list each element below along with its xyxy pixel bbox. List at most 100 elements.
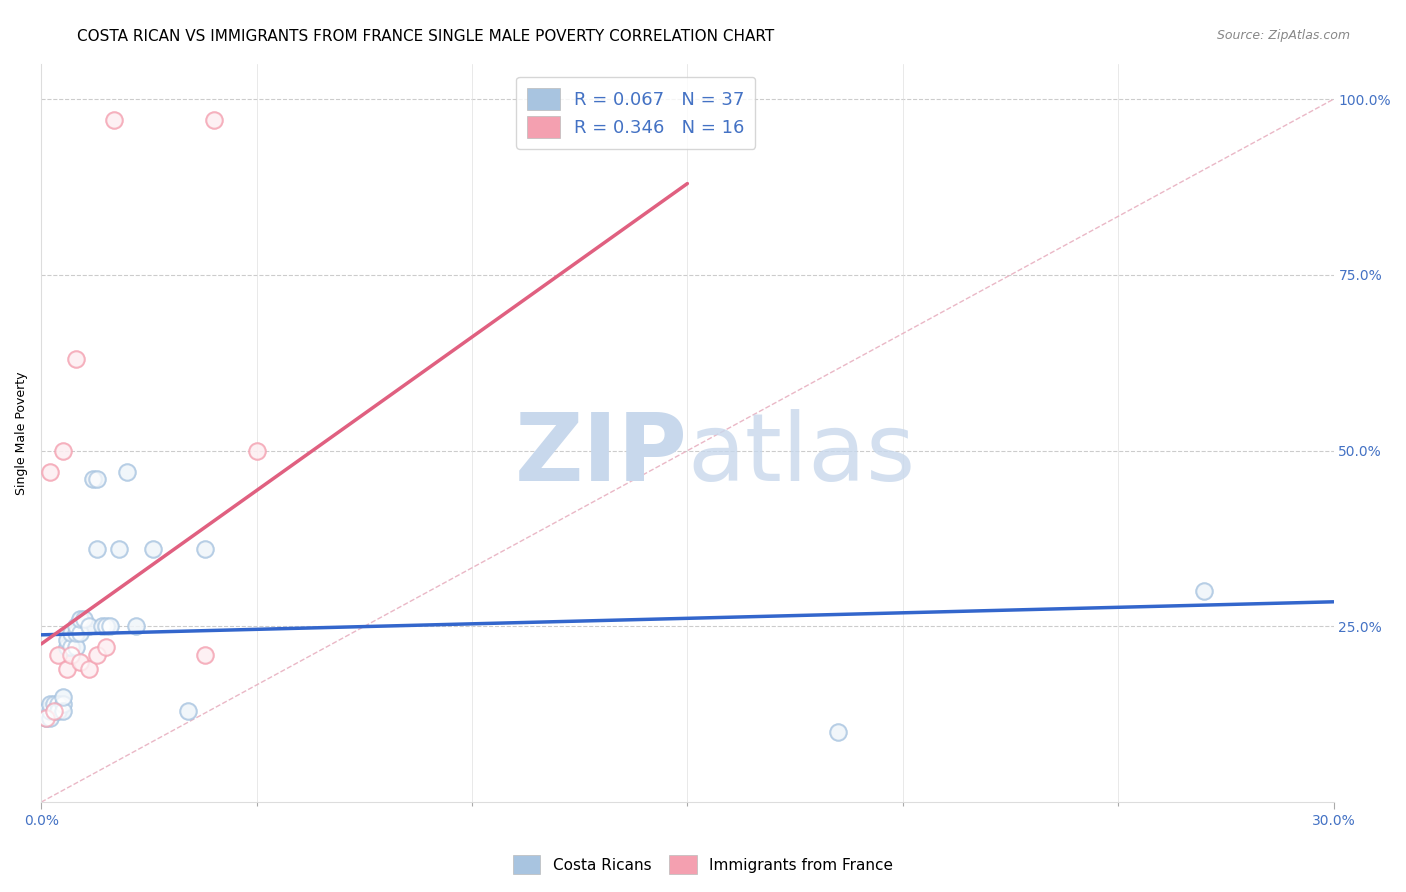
Point bbox=[48, 704, 70, 718]
Point bbox=[94, 640, 117, 655]
Point bbox=[52, 690, 75, 704]
Point bbox=[117, 465, 139, 479]
Point bbox=[202, 113, 225, 128]
Point bbox=[86, 472, 108, 486]
Point bbox=[65, 619, 87, 633]
Point bbox=[38, 704, 60, 718]
Point bbox=[73, 612, 96, 626]
Point bbox=[69, 612, 91, 626]
Point bbox=[77, 662, 100, 676]
Legend: R = 0.067   N = 37, R = 0.346   N = 16: R = 0.067 N = 37, R = 0.346 N = 16 bbox=[516, 77, 755, 149]
Point bbox=[52, 443, 75, 458]
Point bbox=[56, 640, 79, 655]
Point bbox=[194, 648, 217, 662]
Point bbox=[42, 704, 65, 718]
Point bbox=[42, 697, 65, 711]
Point bbox=[125, 619, 148, 633]
Point bbox=[34, 711, 56, 725]
Point bbox=[60, 640, 83, 655]
Point bbox=[65, 640, 87, 655]
Point bbox=[194, 542, 217, 557]
Point bbox=[142, 542, 165, 557]
Point bbox=[38, 711, 60, 725]
Point bbox=[65, 352, 87, 367]
Point bbox=[107, 542, 129, 557]
Point bbox=[827, 724, 849, 739]
Point bbox=[94, 640, 117, 655]
Text: COSTA RICAN VS IMMIGRANTS FROM FRANCE SINGLE MALE POVERTY CORRELATION CHART: COSTA RICAN VS IMMIGRANTS FROM FRANCE SI… bbox=[77, 29, 775, 44]
Point bbox=[125, 619, 148, 633]
Text: Source: ZipAtlas.com: Source: ZipAtlas.com bbox=[1216, 29, 1350, 42]
Point bbox=[48, 697, 70, 711]
Point bbox=[98, 619, 121, 633]
Point bbox=[69, 626, 91, 640]
Point bbox=[77, 662, 100, 676]
Point bbox=[194, 542, 217, 557]
Point bbox=[42, 704, 65, 718]
Point bbox=[65, 626, 87, 640]
Point bbox=[69, 612, 91, 626]
Point bbox=[73, 612, 96, 626]
Point bbox=[38, 704, 60, 718]
Point bbox=[82, 472, 104, 486]
Point bbox=[52, 704, 75, 718]
Point bbox=[86, 472, 108, 486]
Point bbox=[42, 704, 65, 718]
Point bbox=[60, 626, 83, 640]
Point bbox=[52, 697, 75, 711]
Point bbox=[1194, 584, 1216, 599]
Point bbox=[117, 465, 139, 479]
Point bbox=[56, 662, 79, 676]
Point bbox=[52, 697, 75, 711]
Point bbox=[77, 619, 100, 633]
Point bbox=[38, 697, 60, 711]
Point bbox=[38, 697, 60, 711]
Point bbox=[69, 626, 91, 640]
Point bbox=[60, 626, 83, 640]
Point bbox=[82, 472, 104, 486]
Point bbox=[86, 542, 108, 557]
Text: atlas: atlas bbox=[688, 409, 915, 501]
Point bbox=[42, 704, 65, 718]
Point bbox=[103, 113, 125, 128]
Point bbox=[827, 724, 849, 739]
Point bbox=[60, 648, 83, 662]
Point bbox=[98, 619, 121, 633]
Point bbox=[86, 648, 108, 662]
Point bbox=[48, 704, 70, 718]
Point bbox=[77, 619, 100, 633]
Point bbox=[34, 711, 56, 725]
Legend: Costa Ricans, Immigrants from France: Costa Ricans, Immigrants from France bbox=[506, 849, 900, 880]
Point bbox=[34, 704, 56, 718]
Point bbox=[52, 690, 75, 704]
Point bbox=[69, 655, 91, 669]
Point bbox=[1194, 584, 1216, 599]
Point bbox=[42, 697, 65, 711]
Point bbox=[176, 704, 198, 718]
Point bbox=[65, 626, 87, 640]
Point bbox=[56, 640, 79, 655]
Point bbox=[48, 648, 70, 662]
Point bbox=[60, 640, 83, 655]
Point bbox=[86, 542, 108, 557]
Point bbox=[34, 704, 56, 718]
Point bbox=[176, 704, 198, 718]
Point bbox=[52, 704, 75, 718]
Point bbox=[52, 443, 75, 458]
Point bbox=[34, 711, 56, 725]
Point bbox=[142, 542, 165, 557]
Point bbox=[65, 352, 87, 367]
Point bbox=[38, 711, 60, 725]
Point bbox=[38, 465, 60, 479]
Point bbox=[38, 465, 60, 479]
Point bbox=[245, 443, 267, 458]
Point bbox=[90, 619, 112, 633]
Point bbox=[60, 648, 83, 662]
Point bbox=[90, 619, 112, 633]
Point bbox=[56, 633, 79, 648]
Point bbox=[94, 619, 117, 633]
Point bbox=[103, 113, 125, 128]
Point bbox=[69, 655, 91, 669]
Point bbox=[245, 443, 267, 458]
Point bbox=[202, 113, 225, 128]
